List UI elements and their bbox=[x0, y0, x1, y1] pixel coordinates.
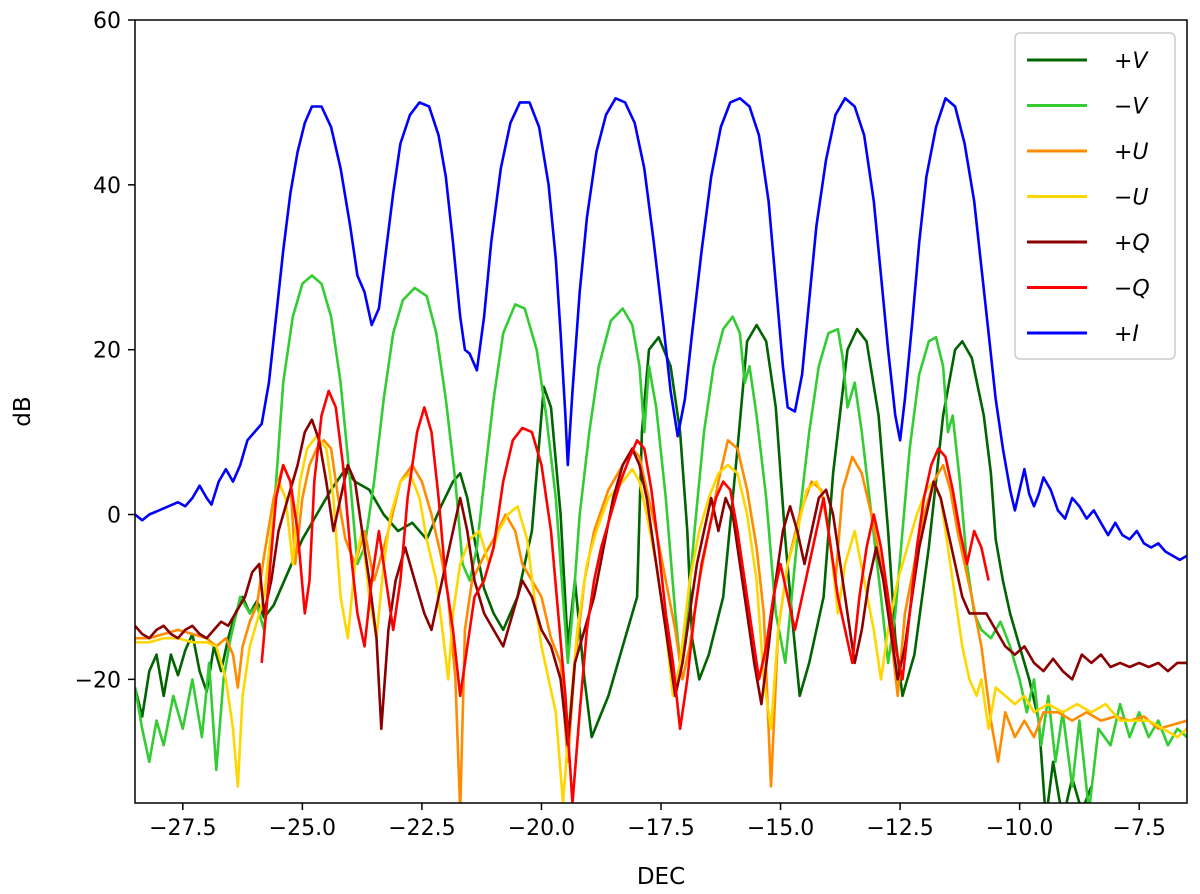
y-axis-ticks: −20 0 20 40 60 bbox=[75, 9, 135, 693]
x-tick-label: −25.0 bbox=[269, 816, 336, 841]
legend-label: +U bbox=[1114, 140, 1149, 165]
x-tick-label: −27.5 bbox=[149, 816, 216, 841]
series-line-3 bbox=[135, 434, 1187, 803]
x-tick-label: −10.0 bbox=[986, 816, 1053, 841]
x-tick-label: −22.5 bbox=[388, 816, 455, 841]
series-layer bbox=[135, 97, 1187, 803]
y-axis-label: dB bbox=[10, 396, 36, 426]
legend-label: +I bbox=[1114, 322, 1139, 347]
legend-label: +V bbox=[1114, 49, 1149, 74]
y-tick-label: 40 bbox=[93, 174, 121, 199]
legend-box bbox=[1014, 32, 1176, 360]
series-line-2 bbox=[135, 439, 1187, 803]
x-tick-label: −12.5 bbox=[866, 816, 933, 841]
legend-label: −V bbox=[1114, 95, 1149, 120]
series-line-5 bbox=[260, 389, 990, 803]
y-tick-label: 0 bbox=[107, 504, 121, 529]
y-tick-label: −20 bbox=[75, 668, 121, 693]
y-tick-label: 60 bbox=[93, 9, 121, 34]
x-tick-label: −15.0 bbox=[747, 816, 814, 841]
series-line-1 bbox=[135, 274, 1187, 803]
x-axis-ticks: −27.5 −25.0 −22.5 −20.0 −17.5 −15.0 −12.5 −10.0… bbox=[149, 803, 1166, 841]
series-line-6 bbox=[135, 97, 1187, 562]
x-tick-label: −20.0 bbox=[508, 816, 575, 841]
x-axis-label: DEC bbox=[637, 864, 685, 890]
legend: +V −V +U −U +Q −Q +I bbox=[1014, 32, 1176, 360]
legend-label: −Q bbox=[1114, 277, 1150, 302]
legend-label: +Q bbox=[1114, 231, 1150, 256]
series-line-0 bbox=[135, 323, 1093, 803]
x-tick-label: −17.5 bbox=[627, 816, 694, 841]
y-tick-label: 20 bbox=[93, 339, 121, 364]
x-tick-label: −7.5 bbox=[1112, 816, 1165, 841]
series-line-4 bbox=[135, 418, 1187, 747]
legend-label: −U bbox=[1114, 186, 1149, 211]
